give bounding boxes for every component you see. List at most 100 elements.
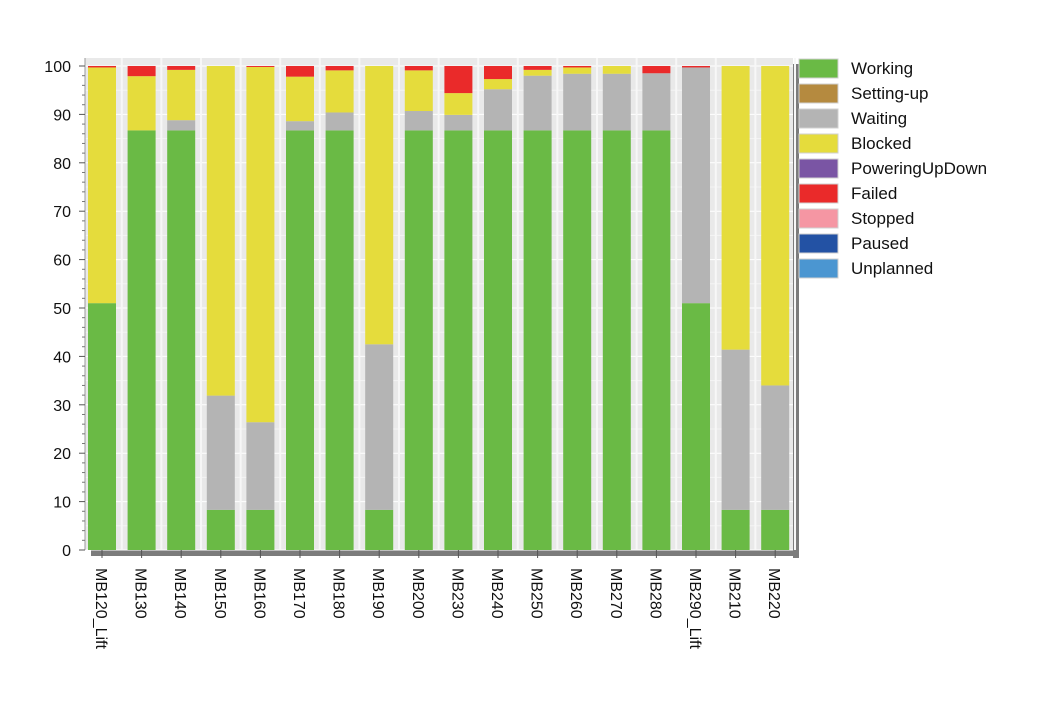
bar-segment-blocked: [563, 67, 592, 74]
x-tick-label: MB140: [171, 568, 188, 619]
bar-segment-blocked: [167, 69, 196, 121]
legend-label: Stopped: [851, 209, 914, 228]
legend-label: Blocked: [851, 134, 911, 153]
x-tick-label: MB230: [448, 568, 465, 619]
plot-shadow-bottom: [91, 550, 799, 556]
bar-segment-waiting: [167, 120, 196, 131]
bar-segment-blocked: [127, 76, 156, 131]
y-tick-label: 40: [53, 349, 71, 366]
bar-segment-blocked: [325, 70, 354, 113]
legend-swatch: [798, 208, 839, 229]
bar-segment-working: [563, 130, 592, 550]
bar-segment-failed: [682, 66, 710, 68]
y-tick-label: 100: [44, 59, 71, 76]
legend-label: Waiting: [851, 109, 907, 128]
x-tick-label: MB130: [132, 568, 149, 619]
y-tick-label: 0: [62, 543, 71, 560]
x-tick-label: MB250: [528, 568, 545, 619]
legend-swatch: [798, 83, 839, 104]
bar-segment-blocked: [206, 66, 235, 396]
bar-segment-waiting: [761, 385, 790, 510]
bar-segment-working: [365, 509, 394, 550]
bar-segment-waiting: [286, 121, 314, 131]
bar-segment-working: [206, 509, 235, 550]
x-tick-label: MB200: [409, 568, 426, 619]
bar-segment-working: [721, 509, 750, 550]
bar-segment-failed: [404, 66, 433, 71]
bar-segment-waiting: [325, 112, 354, 131]
bar-segment-waiting: [642, 73, 671, 131]
legend-swatch: [798, 258, 839, 279]
bar-segment-working: [404, 130, 433, 550]
y-tick-label: 30: [53, 398, 71, 415]
bar-segment-failed: [523, 66, 552, 70]
bar-segment-blocked: [88, 67, 116, 304]
legend-swatch: [798, 158, 839, 179]
legend-swatch: [798, 133, 839, 154]
bar-segment-failed: [325, 66, 354, 71]
bar-segment-failed: [484, 66, 512, 80]
bar-segment-failed: [642, 66, 671, 74]
y-tick-label: 60: [53, 253, 71, 270]
bar-segment-working: [602, 130, 631, 550]
bar-segment-waiting: [404, 111, 433, 131]
legend-label: Unplanned: [851, 259, 933, 278]
x-tick-label: MB280: [646, 568, 663, 619]
bar-segment-working: [484, 130, 512, 550]
x-tick-label: MB160: [250, 568, 267, 619]
bar-segment-waiting: [602, 73, 631, 131]
x-tick-label: MB240: [488, 568, 505, 619]
bar-segment-waiting: [721, 349, 750, 510]
bar-segment-working: [127, 130, 156, 550]
y-axis: 0 10 20 30 40 50 60 70 80 90 100: [44, 58, 86, 560]
legend-label: Setting-up: [851, 84, 929, 103]
x-tick-label: MB190: [369, 568, 386, 619]
bar-segment-failed: [88, 66, 116, 68]
y-tick-label: 70: [53, 204, 71, 221]
x-tick-label: MB150: [211, 568, 228, 619]
x-tick-label: MB290_Lift: [686, 568, 703, 649]
y-tick-label: 20: [53, 446, 71, 463]
bar-segment-failed: [563, 66, 592, 68]
bar-segment-working: [246, 509, 275, 550]
bar-segment-working: [88, 303, 116, 550]
bar-segment-working: [325, 130, 354, 550]
bars: [88, 66, 790, 550]
legend-label: Working: [851, 59, 913, 78]
bar-segment-blocked: [484, 79, 512, 90]
legend-label: Paused: [851, 234, 909, 253]
bar-segment-blocked: [286, 76, 314, 122]
x-tick-label: MB170: [290, 568, 307, 619]
y-tick-label: 90: [53, 107, 71, 124]
x-axis: MB120_Lift MB130 MB140 MB150 MB160 MB170 MB180…: [92, 550, 782, 649]
bar-segment-failed: [444, 66, 473, 94]
bar-segment-working: [444, 130, 473, 550]
x-tick-label: MB180: [330, 568, 347, 619]
legend-swatch: [798, 233, 839, 254]
bar-segment-failed: [167, 66, 196, 70]
bar-segment-blocked: [444, 93, 473, 115]
bar-segment-waiting: [365, 344, 394, 510]
legend: Working Setting-up Waiting Blocked PoweringU…: [798, 58, 987, 279]
bar-segment-blocked: [246, 66, 275, 423]
bar-segment-waiting: [563, 73, 592, 131]
legend-swatch: [798, 58, 839, 79]
bar-segment-working: [286, 130, 314, 550]
bar-segment-failed: [286, 66, 314, 77]
y-tick-label: 50: [53, 301, 71, 318]
legend-label: PoweringUpDown: [851, 159, 987, 178]
bar-segment-working: [642, 130, 671, 550]
bar-segment-waiting: [444, 114, 473, 131]
bar-segment-blocked: [721, 66, 750, 350]
gridlines: [85, 58, 796, 551]
bar-segment-working: [167, 130, 196, 550]
bar-segment-blocked: [365, 66, 394, 345]
y-tick-label: 80: [53, 156, 71, 173]
bar-segment-waiting: [206, 395, 235, 510]
x-tick-label: MB220: [765, 568, 782, 619]
bar-segment-blocked: [761, 66, 790, 386]
bar-segment-blocked: [523, 69, 552, 76]
bar-segment-failed: [246, 66, 275, 67]
legend-label: Failed: [851, 184, 897, 203]
